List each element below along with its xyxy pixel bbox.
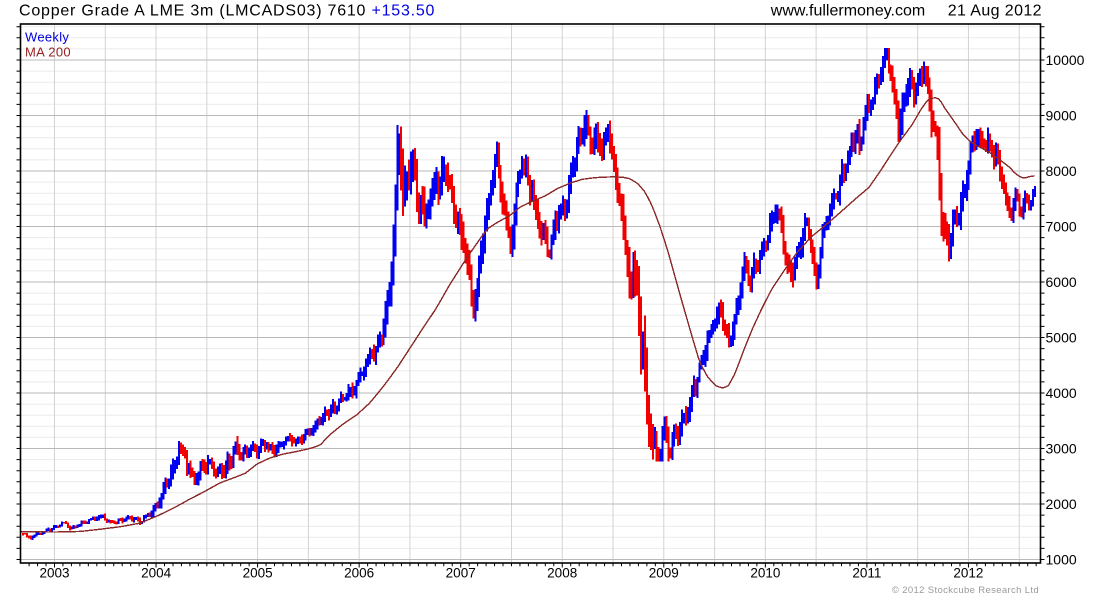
svg-text:4000: 4000 (1046, 385, 1077, 401)
svg-text:2003: 2003 (39, 566, 69, 581)
svg-text:Copper Grade A LME 3m (LMCADS0: Copper Grade A LME 3m (LMCADS03) 7610 +1… (19, 3, 435, 20)
svg-text:2005: 2005 (243, 566, 273, 581)
svg-text:© 2012 Stockcube Research Ltd: © 2012 Stockcube Research Ltd (892, 585, 1039, 596)
svg-text:21 Aug 2012: 21 Aug 2012 (948, 3, 1042, 20)
svg-text:2010: 2010 (750, 566, 780, 581)
svg-text:2012: 2012 (953, 566, 983, 581)
svg-text:www.fullermoney.com: www.fullermoney.com (770, 3, 925, 20)
svg-text:8000: 8000 (1046, 163, 1077, 179)
svg-text:5000: 5000 (1046, 330, 1077, 346)
svg-text:7000: 7000 (1046, 219, 1077, 235)
svg-text:6000: 6000 (1046, 274, 1077, 290)
svg-text:2000: 2000 (1046, 496, 1077, 512)
svg-text:Weekly: Weekly (25, 30, 69, 45)
svg-text:9000: 9000 (1046, 108, 1077, 124)
svg-text:2006: 2006 (344, 566, 374, 581)
svg-text:3000: 3000 (1046, 441, 1077, 457)
svg-text:2004: 2004 (141, 566, 172, 581)
svg-text:2007: 2007 (446, 566, 476, 581)
svg-text:MA 200: MA 200 (25, 45, 71, 60)
svg-text:2008: 2008 (547, 566, 577, 581)
svg-text:2011: 2011 (852, 566, 881, 581)
svg-text:2009: 2009 (649, 566, 679, 581)
svg-text:1000: 1000 (1046, 552, 1077, 568)
svg-text:10000: 10000 (1046, 52, 1085, 68)
